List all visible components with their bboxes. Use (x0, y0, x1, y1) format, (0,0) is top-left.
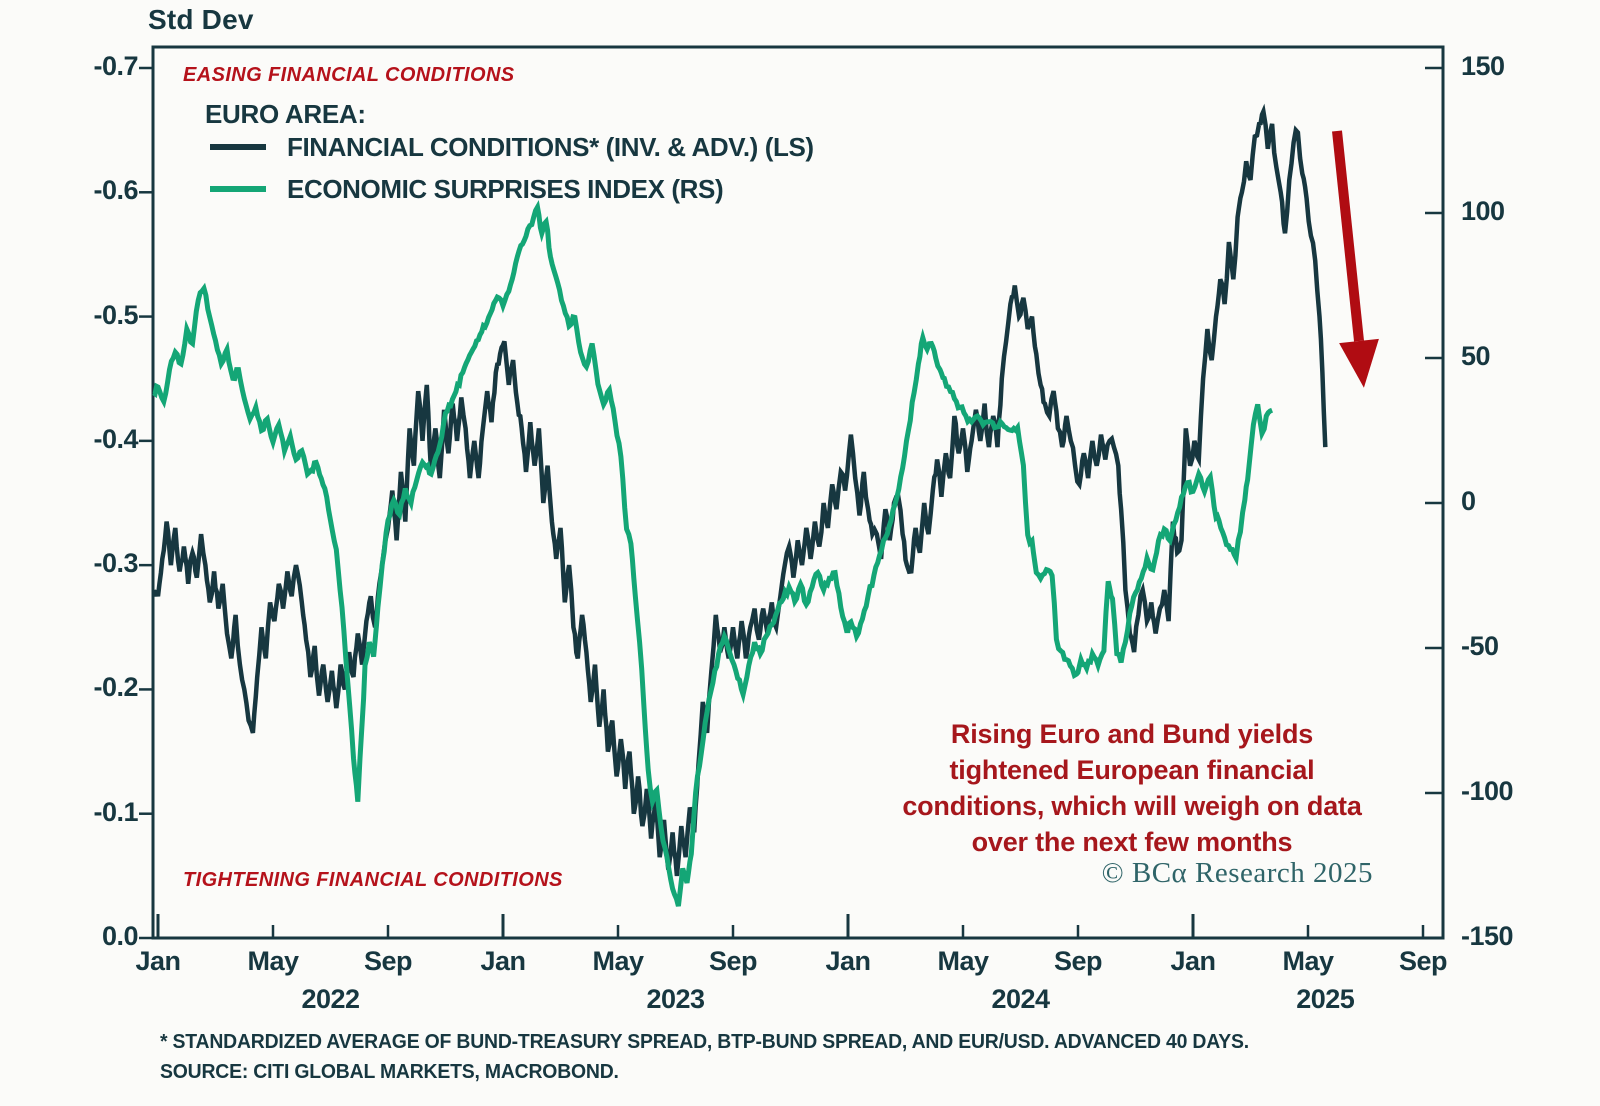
callout-line-1: Rising Euro and Bund yields (950, 719, 1314, 749)
right-axis-tick-label: 50 (1461, 341, 1491, 371)
footnote-definition: * STANDARDIZED AVERAGE OF BUND-TREASURY … (160, 1031, 1249, 1053)
economic-surprises-line-swatch (210, 186, 266, 192)
left-axis-tick-label: -0.3 (93, 548, 138, 579)
x-axis-year-label: 2022 (301, 984, 360, 1014)
right-axis-tick-label: -100 (1461, 776, 1514, 806)
footnote-source: SOURCE: CITI GLOBAL MARKETS, MACROBOND. (160, 1061, 619, 1083)
callout-line-4: over the next few months (971, 827, 1293, 857)
x-axis-month-label: Jan (825, 946, 871, 976)
right-axis-tick-label: -150 (1461, 921, 1514, 951)
x-axis-year-label: 2023 (646, 984, 705, 1014)
x-axis-month-label: Jan (1170, 946, 1216, 976)
x-axis-month-label: Sep (1398, 946, 1448, 976)
callout-line-2: tightened European financial (949, 755, 1315, 785)
right-axis-tick-label: 0 (1461, 486, 1476, 516)
x-axis-month-label: May (247, 946, 299, 976)
legend-group-title: EURO AREA: (205, 99, 366, 129)
financial-conditions-line-swatch (210, 144, 266, 150)
plot-border (151, 45, 1445, 940)
left-axis-tick-label: -0.4 (93, 423, 138, 454)
easing-conditions-label: EASING FINANCIAL CONDITIONS (183, 64, 515, 86)
tightening-conditions-label: TIGHTENING FINANCIAL CONDITIONS (183, 869, 563, 891)
right-axis-tick-label: 150 (1461, 51, 1505, 81)
x-axis-month-label: Sep (1053, 946, 1103, 976)
legend-item-financial-conditions: FINANCIAL CONDITIONS* (INV. & ADV.) (LS) (210, 132, 814, 162)
x-axis-month-label: Jan (480, 946, 526, 976)
bca-research-credit: © BCα Research 2025 (1101, 857, 1373, 889)
right-axis-tick-label: 100 (1461, 196, 1505, 226)
economic-surprises-line-series (152, 200, 1274, 907)
left-axis-tick-label: -0.7 (93, 51, 138, 81)
callout-line-3: conditions, which will weigh on data (902, 791, 1362, 821)
right-axis-tick-label: -50 (1461, 631, 1499, 661)
x-axis-month-label: Sep (708, 946, 758, 976)
left-axis-title: Std Dev (148, 4, 254, 35)
legend-label-economic-surprises: ECONOMIC SURPRISES INDEX (RS) (287, 173, 724, 204)
left-axis-tick-label: -0.6 (93, 175, 138, 206)
legend-item-economic-surprises: ECONOMIC SURPRISES INDEX (RS) (210, 173, 724, 204)
x-axis-month-label: Sep (363, 946, 413, 976)
downward-trend-arrow-head (1339, 338, 1379, 388)
x-axis-month-label: Jan (135, 946, 181, 976)
x-axis-year-label: 2025 (1296, 984, 1355, 1014)
legend-label-financial-conditions: FINANCIAL CONDITIONS* (INV. & ADV.) (LS) (287, 131, 814, 162)
left-axis-tick-label: 0.0 (101, 921, 139, 951)
callout-text: Rising Euro and Bund yields tightened Eu… (842, 716, 1422, 860)
x-axis-month-label: May (937, 946, 989, 976)
left-axis-tick-label: -0.2 (93, 672, 138, 703)
x-axis-month-label: May (1282, 946, 1334, 976)
x-axis-year-label: 2024 (991, 984, 1050, 1014)
left-axis-tick-label: -0.5 (93, 299, 138, 330)
x-axis-month-label: May (592, 946, 644, 976)
left-axis-tick-label: -0.1 (93, 796, 138, 827)
downward-trend-arrow-shaft (1332, 130, 1364, 342)
